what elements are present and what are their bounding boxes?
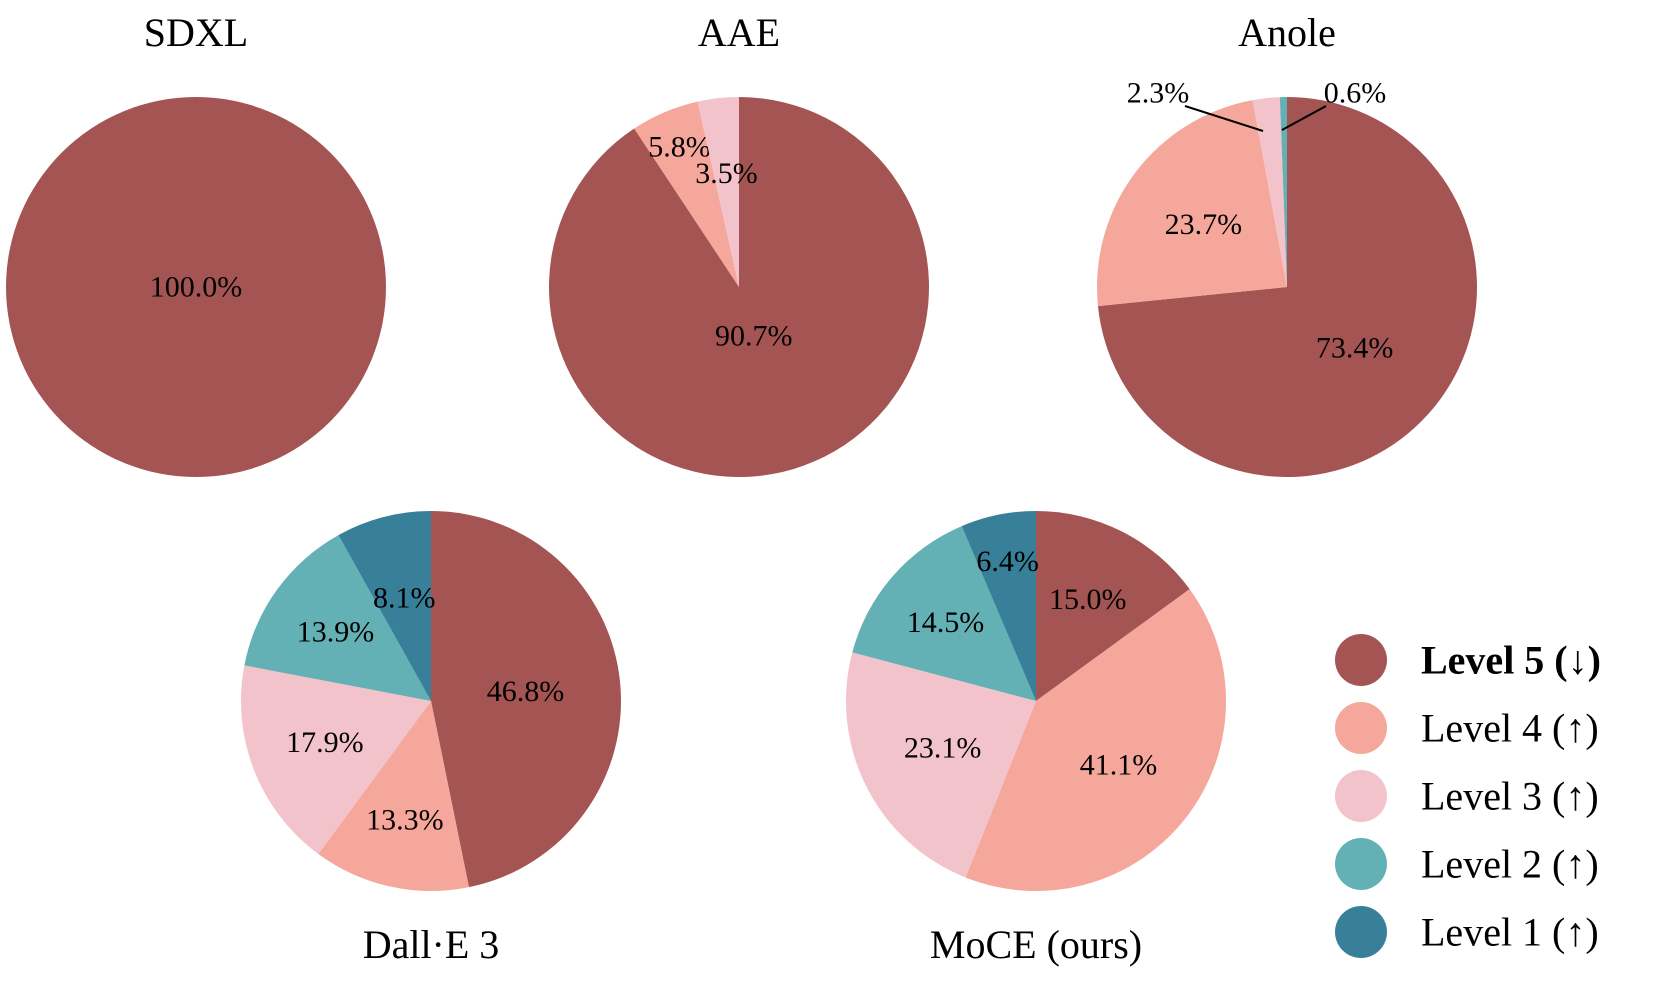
slice-label-dall-e-3-level-3: 17.9%	[286, 726, 364, 759]
pie-moce-ours: 15.0% 41.1% 23.1% 14.5% 6.4% MoCE (ours)	[846, 511, 1227, 967]
legend-marker-level-2	[1335, 838, 1387, 890]
legend-marker-level-4	[1335, 702, 1387, 754]
slice-moce-ours-level-3	[846, 652, 1036, 878]
legend-label-level-3: Level 3 (↑)	[1421, 774, 1599, 819]
legend-item-level-2: Level 2 (↑)	[1335, 838, 1599, 890]
slice-dall-e-3-level-2	[244, 535, 431, 701]
slice-label-aae-level-3: 3.5%	[695, 157, 758, 190]
slice-moce-ours-level-2	[852, 526, 1036, 701]
chart-title-sdxl: SDXL	[144, 10, 248, 55]
slice-label-moce-ours-level-5: 15.0%	[1049, 583, 1127, 616]
slice-aae-level-3	[697, 97, 739, 287]
slice-dall-e-3-level-4	[318, 701, 469, 891]
slice-label-anole-level-2: 0.6%	[1324, 77, 1387, 110]
legend-marker-level-1	[1335, 906, 1387, 958]
pie-aae: 90.7% 5.8%3.5% AAE	[548, 10, 929, 477]
pie-anole: 73.4% 23.7% 2.3% 0.6% Anole	[1097, 10, 1477, 477]
legend-marker-level-5	[1335, 634, 1387, 686]
slice-dall-e-3-level-1	[338, 511, 431, 701]
slice-anole-level-3	[1252, 97, 1287, 287]
slice-label-dall-e-3-level-1: 8.1%	[373, 582, 436, 615]
slice-label-moce-ours-level-2: 14.5%	[907, 606, 985, 639]
slice-label-aae-level-4: 5.8%	[648, 131, 711, 164]
slice-anole-level-4	[1097, 100, 1287, 307]
legend-item-level-1: Level 1 (↑)	[1335, 906, 1599, 958]
chart-title-aae: AAE	[698, 10, 780, 55]
slice-label-dall-e-3-level-2: 13.9%	[297, 616, 375, 649]
slice-aae-level-4	[634, 101, 739, 288]
slice-label-moce-ours-level-4: 41.1%	[1080, 749, 1158, 782]
slice-dall-e-3-level-3	[241, 665, 431, 855]
legend-label-level-4: Level 4 (↑)	[1421, 706, 1599, 751]
legend-item-level-4: Level 4 (↑)	[1335, 702, 1599, 754]
legend: Level 5 (↓) Level 4 (↑) Level 3 (↑) Level 2…	[1335, 634, 1601, 958]
legend-item-level-5: Level 5 (↓)	[1335, 634, 1601, 686]
slice-moce-ours-level-4	[965, 589, 1227, 892]
slice-anole-level-2	[1279, 97, 1287, 287]
legend-label-level-1: Level 1 (↑)	[1421, 910, 1599, 955]
chart-title-moce-ours: MoCE (ours)	[930, 922, 1142, 967]
slice-anole-level-5	[1097, 97, 1477, 477]
slice-label-moce-ours-level-1: 6.4%	[976, 545, 1039, 578]
slice-label-sdxl-level-5: 100.0%	[150, 271, 243, 304]
legend-item-level-3: Level 3 (↑)	[1335, 770, 1599, 822]
slice-label-aae-level-5: 90.7%	[715, 320, 793, 353]
slice-dall-e-3-level-5	[431, 511, 622, 888]
pie-charts: 100.0% SDXL 90.7% 5.8%3.5% AAE 73.4% 23.7% 2.3%…	[6, 10, 1477, 967]
slice-label-anole-level-5: 73.4%	[1316, 332, 1394, 365]
slice-label-anole-level-3: 2.3%	[1127, 77, 1190, 110]
slice-label-anole-level-4: 23.7%	[1165, 208, 1243, 241]
legend-label-level-5: Level 5 (↓)	[1421, 638, 1601, 683]
chart-title-anole: Anole	[1238, 10, 1336, 55]
legend-marker-level-3	[1335, 770, 1387, 822]
leader-line-anole-level-2	[1281, 105, 1327, 131]
slice-label-dall-e-3-level-4: 13.3%	[366, 803, 444, 836]
slice-aae-level-5	[548, 97, 929, 477]
slice-label-dall-e-3-level-5: 46.8%	[487, 675, 565, 708]
slice-moce-ours-level-5	[1036, 511, 1190, 701]
slice-label-moce-ours-level-3: 23.1%	[904, 731, 982, 764]
leader-line-anole-level-3	[1184, 105, 1264, 132]
slice-moce-ours-level-1	[961, 511, 1036, 701]
pie-dall-e-3: 46.8% 13.3% 17.9% 13.9%8.1% Dall·E 3	[241, 511, 622, 967]
pie-sdxl: 100.0% SDXL	[6, 10, 386, 477]
slice-sdxl-level-5	[6, 97, 386, 477]
legend-label-level-2: Level 2 (↑)	[1421, 842, 1599, 887]
chart-title-dall-e-3: Dall·E 3	[363, 922, 500, 967]
